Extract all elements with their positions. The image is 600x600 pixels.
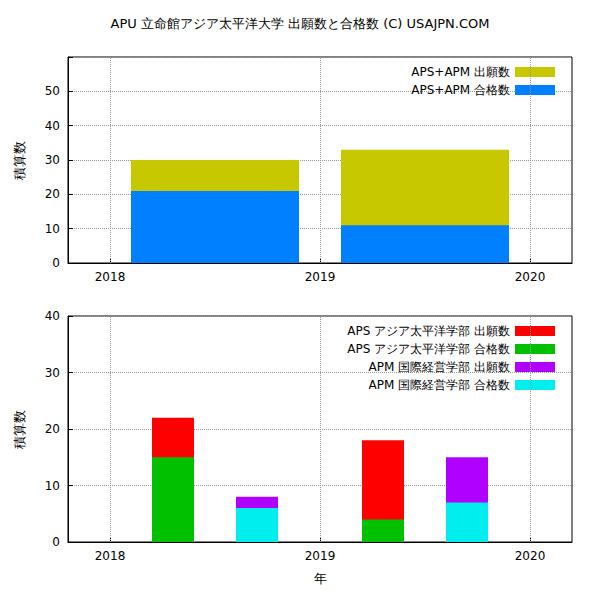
- svg-text:2018: 2018: [95, 270, 126, 284]
- svg-text:30: 30: [45, 366, 60, 380]
- svg-text:10: 10: [45, 222, 60, 236]
- svg-text:年: 年: [314, 571, 327, 586]
- svg-text:2020: 2020: [515, 549, 546, 563]
- svg-text:APM 国際経営学部 合格数: APM 国際経営学部 合格数: [369, 378, 510, 392]
- svg-text:2019: 2019: [305, 549, 336, 563]
- svg-text:APS+APM 出願数: APS+APM 出願数: [411, 65, 510, 79]
- svg-text:APS+APM 合格数: APS+APM 合格数: [411, 83, 510, 97]
- svg-text:20: 20: [45, 187, 60, 201]
- svg-text:0: 0: [52, 256, 60, 270]
- svg-text:APM 国際経営学部 出願数: APM 国際経営学部 出願数: [369, 360, 510, 374]
- svg-text:50: 50: [45, 84, 60, 98]
- svg-text:40: 40: [45, 309, 60, 323]
- svg-text:APU 立命館アジア太平洋大学 出願数と合格数 (C) US: APU 立命館アジア太平洋大学 出願数と合格数 (C) USAJPN.COM: [111, 16, 490, 31]
- svg-text:積算数: 積算数: [12, 410, 27, 449]
- svg-text:積算数: 積算数: [12, 141, 27, 180]
- svg-text:2018: 2018: [95, 549, 126, 563]
- svg-text:10: 10: [45, 479, 60, 493]
- svg-text:APS アジア太平洋学部 合格数: APS アジア太平洋学部 合格数: [347, 342, 510, 356]
- svg-text:40: 40: [45, 119, 60, 133]
- svg-text:0: 0: [52, 535, 60, 549]
- svg-text:APS アジア太平洋学部 出願数: APS アジア太平洋学部 出願数: [347, 324, 510, 338]
- svg-text:2019: 2019: [305, 270, 336, 284]
- svg-text:2020: 2020: [515, 270, 546, 284]
- svg-text:30: 30: [45, 153, 60, 167]
- svg-text:20: 20: [45, 422, 60, 436]
